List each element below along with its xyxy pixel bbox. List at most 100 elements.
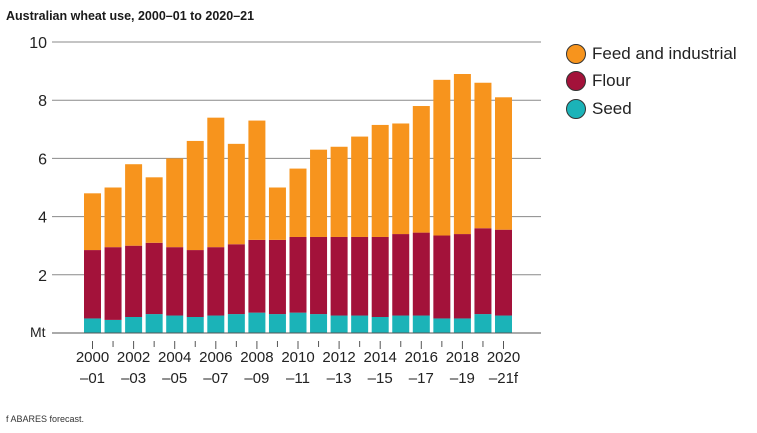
bar-feed-and-industrial-2017-18 [433,79,451,236]
x-tick-label: 2014 [364,349,397,366]
bar-flour-2001-02 [104,247,122,320]
bar-feed-and-industrial-2019-20 [474,82,492,229]
bar-seed-2000-01 [84,318,101,333]
bar-flour-2015-16 [392,234,410,316]
x-tick-label-sub: –15 [368,370,393,387]
bar-flour-2010-11 [289,236,307,313]
bar-flour-2002-03 [125,245,143,317]
bar-flour-2003-04 [145,242,163,315]
bar-flour-2006-07 [207,247,225,316]
y-axis-label: Mt [30,324,46,340]
chart-title: Australian wheat use, 2000–01 to 2020–21 [6,9,255,23]
bar-seed-2005-06 [186,316,204,333]
bar-seed-2008-09 [248,312,266,333]
x-tick-label-sub: –09 [244,370,269,387]
bar-seed-2016-17 [412,315,430,333]
bar-seed-2001-02 [104,319,122,333]
x-tick-label-sub: –11 [286,370,310,387]
legend-swatch-flour [566,71,586,92]
legend-item-seed: Seed [566,95,737,123]
bar-flour-2014-15 [371,236,389,317]
bar-feed-and-industrial-2004-05 [166,158,184,248]
bar-flour-2016-17 [412,232,430,316]
bar-feed-and-industrial-2011-12 [310,149,328,237]
x-tick-label-sub: –17 [409,370,434,387]
bar-flour-2005-06 [186,250,204,317]
x-tick-label: 2010 [281,349,314,366]
bar-flour-2020-21f [495,229,512,316]
bar-seed-2002-03 [125,316,143,333]
bar-flour-2019-20 [474,228,492,315]
bar-feed-and-industrial-2001-02 [104,187,122,248]
bar-flour-2004-05 [166,247,184,316]
bar-feed-and-industrial-2008-09 [248,120,266,240]
bar-seed-2013-14 [351,315,369,333]
bar-flour-2000-01 [84,250,101,319]
bar-flour-2011-12 [310,236,328,315]
bar-feed-and-industrial-2012-13 [330,146,348,237]
bar-feed-and-industrial-2016-17 [412,106,430,233]
x-tick-label: 2018 [446,349,479,366]
bar-seed-2011-12 [310,314,328,333]
y-tick-label: 8 [38,93,47,110]
bar-feed-and-industrial-2018-19 [453,74,471,235]
x-tick-label-sub: –19 [450,370,475,387]
bar-flour-2017-18 [433,235,451,319]
bar-feed-and-industrial-2005-06 [186,140,204,251]
legend-swatch-seed [566,98,586,119]
bar-seed-2019-20 [474,314,492,333]
bar-seed-2007-08 [227,314,245,333]
bar-flour-2007-08 [227,244,245,315]
y-tick-label: 6 [38,151,47,168]
bar-feed-and-industrial-2006-07 [207,117,225,248]
legend-label-seed: Seed [592,98,632,118]
bar-feed-and-industrial-2015-16 [392,123,410,235]
bar-feed-and-industrial-2000-01 [84,193,101,251]
bar-feed-and-industrial-2020-21f [495,97,512,230]
bar-seed-2020-21f [495,315,512,333]
bar-feed-and-industrial-2002-03 [125,164,143,246]
legend-swatch-feed [566,43,586,64]
y-tick-label: 10 [29,35,47,52]
bar-seed-2012-13 [330,315,348,333]
bar-seed-2010-11 [289,312,307,333]
x-tick-label-sub: –03 [121,370,146,387]
bar-flour-2018-19 [453,234,471,319]
bar-flour-2013-14 [351,236,369,316]
x-tick-label: 2020 [487,349,520,366]
legend-label-feed: Feed and industrial [592,43,737,63]
legend-label-flour: Flour [592,71,631,91]
x-tick-label: 2008 [240,349,273,366]
bar-seed-2015-16 [392,315,410,333]
bar-seed-2003-04 [145,314,163,333]
x-tick-label-sub: –07 [203,370,228,387]
bar-seed-2009-10 [268,314,286,333]
bar-feed-and-industrial-2009-10 [268,187,286,240]
x-tick-label: 2004 [158,349,191,366]
bar-flour-2008-09 [248,239,266,313]
bar-feed-and-industrial-2014-15 [371,124,389,237]
legend-item-feed: Feed and industrial [566,40,737,68]
bar-flour-2012-13 [330,236,348,316]
x-tick-label: 2000 [76,349,109,366]
bar-seed-2018-19 [453,318,471,333]
bar-seed-2014-15 [371,316,389,333]
x-tick-label-sub: –13 [327,370,352,387]
x-tick-label: 2012 [322,349,355,366]
x-tick-label-sub: –21f [489,370,519,387]
chart-legend: Feed and industrial Flour Seed [566,40,737,123]
x-tick-label-sub: –01 [80,370,105,387]
footnote: f ABARES forecast. [6,414,85,424]
x-tick-label-sub: –05 [162,370,187,387]
y-tick-label: 2 [38,268,47,285]
bar-flour-2009-10 [268,239,286,315]
bar-seed-2017-18 [433,318,451,333]
bar-seed-2004-05 [166,315,184,333]
bar-feed-and-industrial-2013-14 [351,136,369,237]
bar-feed-and-industrial-2010-11 [289,168,307,237]
x-tick-label: 2006 [199,349,232,366]
legend-item-flour: Flour [566,68,737,96]
bar-seed-2006-07 [207,315,225,333]
y-tick-label: 4 [38,210,47,227]
